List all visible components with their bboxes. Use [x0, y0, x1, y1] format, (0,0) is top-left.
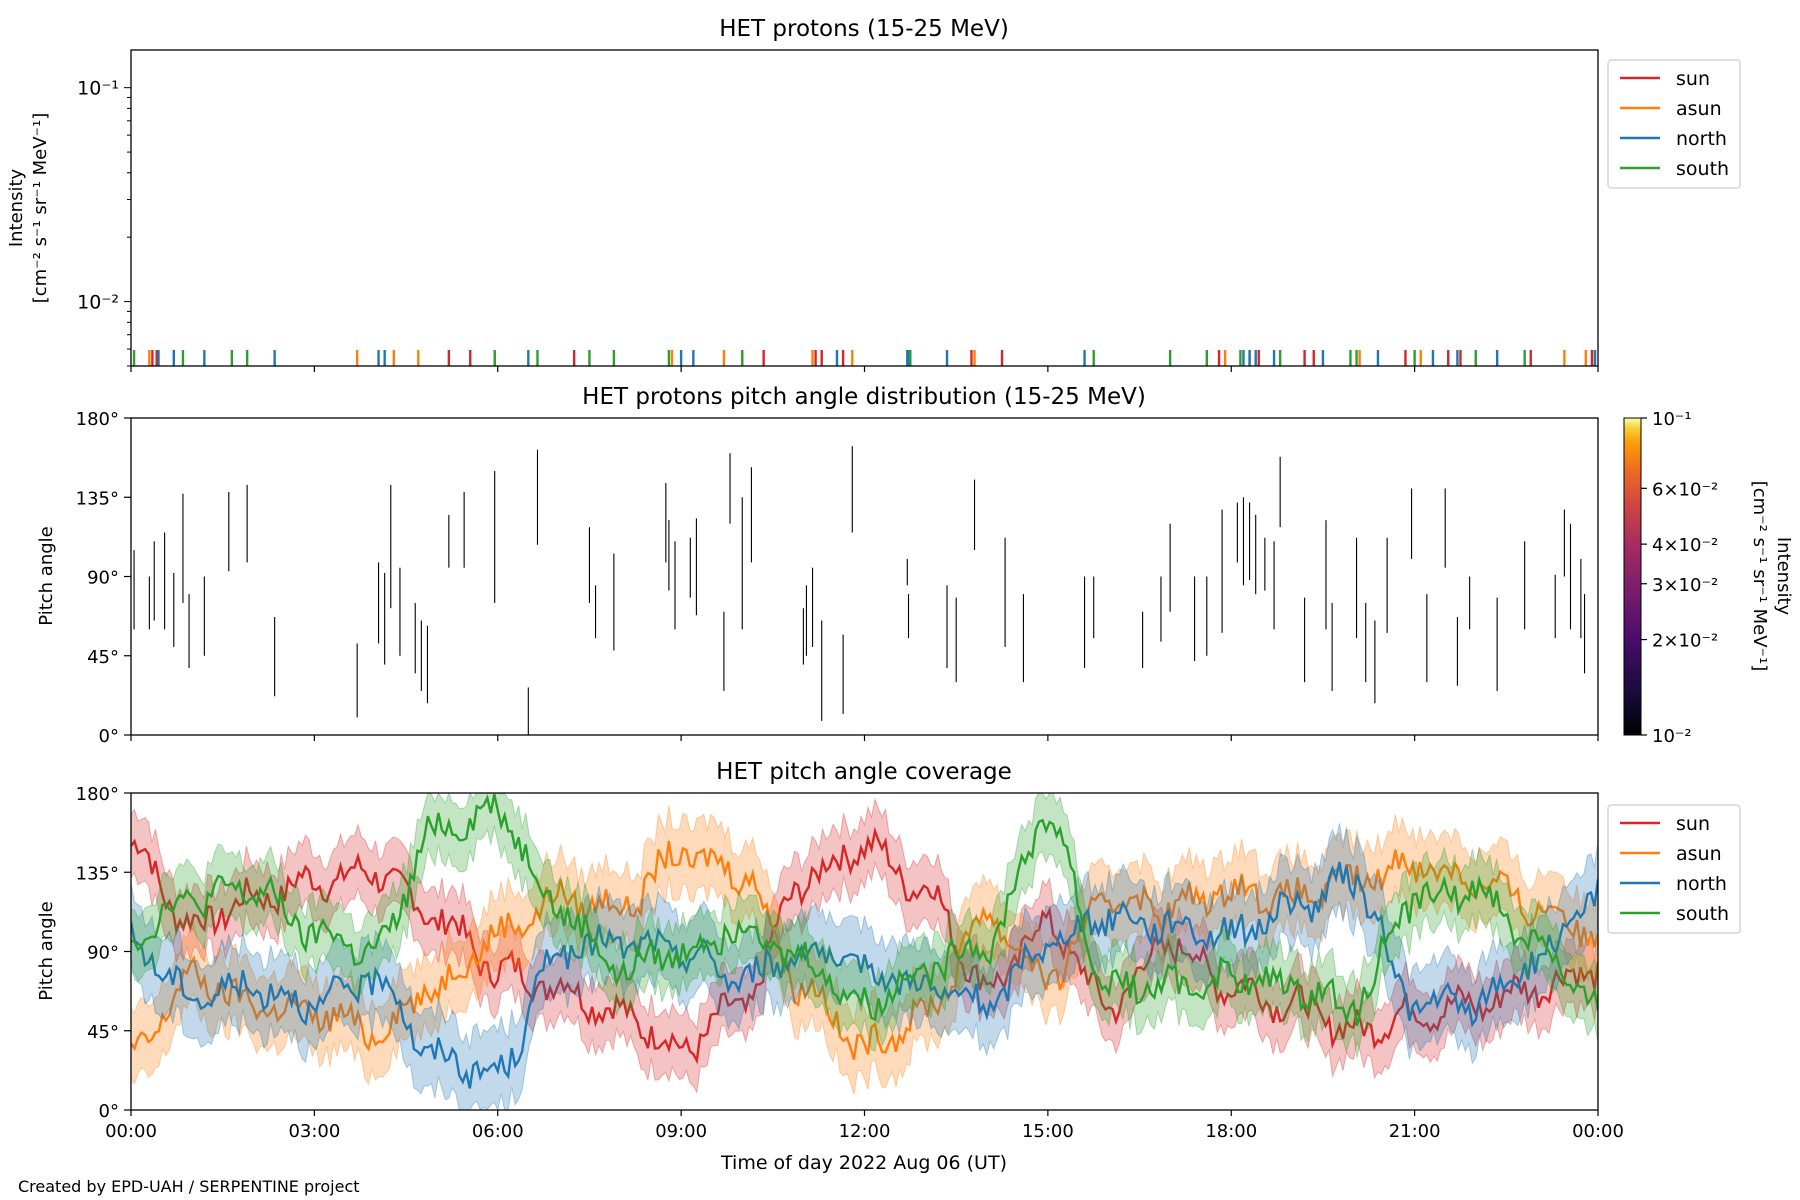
colorbar-tick-label: 6×10⁻² — [1652, 479, 1718, 500]
panel2-frame — [130, 417, 1599, 736]
legend-label-south: south — [1676, 158, 1729, 180]
panel-coverage: HET pitch angle coverage 00:00 03:00 06:00… — [36, 759, 1741, 1174]
y-tick-label: 135° — [76, 863, 119, 884]
coverage-line-north — [131, 861, 1598, 1089]
y-tick-label: 45° — [87, 1022, 119, 1043]
panel2-ylabel: Pitch angle — [36, 526, 57, 625]
panel-intensity: HET protons (15-25 MeV) 10⁻¹ 10⁻² Intensi… — [6, 16, 1741, 372]
legend-panel3: sun asun north south — [1607, 804, 1741, 934]
x-tick-label: 21:00 — [1389, 1121, 1441, 1142]
panel2-title: HET protons pitch angle distribution (15… — [582, 384, 1146, 410]
legend-label-sun: sun — [1676, 68, 1710, 90]
legend-label-south: south — [1676, 903, 1729, 925]
legend-label-north: north — [1676, 873, 1727, 895]
y-tick-label: 45° — [87, 647, 119, 668]
panel1-title: HET protons (15-25 MeV) — [719, 16, 1009, 42]
coverage-line-asun — [131, 840, 1598, 1060]
y-tick-label: 0° — [99, 1101, 119, 1122]
y-tick-label: 135° — [76, 488, 119, 509]
colorbar-label: Intensity — [1773, 537, 1794, 616]
colorbar-tick-label: 10⁻² — [1652, 726, 1692, 747]
coverage-line-south — [131, 794, 1598, 1027]
y-tick-label: 180° — [76, 409, 119, 430]
y-tick-label: 90° — [87, 943, 119, 964]
panel1-ylabel-unit: [cm⁻² s⁻¹ sr⁻¹ MeV⁻¹] — [30, 113, 51, 304]
panel1-frame — [130, 49, 1599, 367]
legend-label-north: north — [1676, 128, 1727, 150]
y-tick-label: 10⁻¹ — [77, 78, 119, 100]
legend-panel3-frame — [1607, 804, 1741, 934]
panel3-title: HET pitch angle coverage — [716, 759, 1012, 785]
panel1-ylabel: Intensity — [6, 168, 27, 247]
panel3-xlabel: Time of day 2022 Aug 06 (UT) — [720, 1152, 1007, 1174]
x-tick-label: 03:00 — [288, 1121, 340, 1142]
colorbar-tick-label: 4×10⁻² — [1652, 535, 1718, 556]
coverage-line-sun — [131, 826, 1598, 1065]
x-tick-label: 00:00 — [105, 1121, 157, 1142]
colorbar-tick-label: 10⁻¹ — [1652, 409, 1692, 430]
credit-text: Created by EPD-UAH / SERPENTINE project — [18, 1177, 360, 1196]
legend-label-sun: sun — [1676, 813, 1710, 835]
colorbar-gradient — [1623, 417, 1642, 736]
legend-label-asun: asun — [1676, 843, 1722, 865]
y-tick-label: 10⁻² — [77, 292, 119, 314]
coverage-band-north — [131, 823, 1598, 1110]
x-tick-label: 12:00 — [839, 1121, 891, 1142]
x-tick-label: 18:00 — [1205, 1121, 1257, 1142]
legend-panel1-frame — [1607, 59, 1741, 189]
colorbar-label-unit: [cm⁻² s⁻¹ sr⁻¹ MeV⁻¹] — [1749, 481, 1770, 672]
colorbar: 10⁻¹ 6×10⁻² 4×10⁻² 3×10⁻² 2×10⁻² 10⁻² Intensi… — [1623, 409, 1794, 747]
x-tick-label: 09:00 — [655, 1121, 707, 1142]
y-tick-label: 90° — [87, 568, 119, 589]
y-tick-label: 0° — [99, 726, 119, 747]
legend-label-asun: asun — [1676, 98, 1722, 120]
legend-panel1: sun asun north south — [1607, 59, 1741, 189]
colorbar-tick-label: 3×10⁻² — [1652, 575, 1718, 596]
panel3-ylabel: Pitch angle — [36, 901, 57, 1000]
x-tick-label: 06:00 — [472, 1121, 524, 1142]
x-tick-label: 00:00 — [1572, 1121, 1624, 1142]
panel-pad: HET protons pitch angle distribution (15… — [36, 384, 1794, 747]
coverage-band-asun — [131, 805, 1598, 1095]
coverage-band-south — [131, 793, 1598, 1058]
y-tick-label: 180° — [76, 784, 119, 805]
colorbar-tick-label: 2×10⁻² — [1652, 631, 1718, 652]
x-tick-label: 15:00 — [1022, 1121, 1074, 1142]
